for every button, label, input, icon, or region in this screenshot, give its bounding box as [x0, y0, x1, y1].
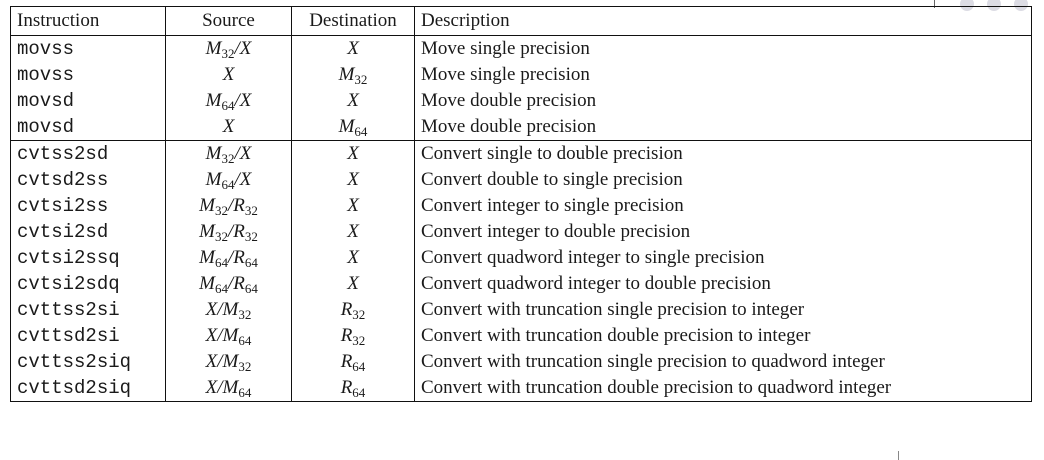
description-cell: Convert with truncation double precision…	[414, 323, 1032, 349]
source-cell: X/M32	[165, 349, 292, 375]
header-row: Instruction Source Destination Descripti…	[10, 6, 1032, 36]
decorative-dot	[1014, 0, 1028, 11]
instruction-cell: movss	[10, 35, 166, 62]
source-cell: X	[165, 62, 292, 88]
destination-cell: R32	[291, 323, 415, 349]
destination-cell: R32	[291, 297, 415, 323]
bottom-edge-tick	[898, 451, 899, 460]
header-description: Description	[414, 6, 1032, 36]
table-row: cvttsd2si X/M64 R32 Convert with truncation…	[10, 323, 1032, 349]
destination-cell: X	[291, 35, 415, 62]
instruction-cell: cvttsd2siq	[10, 375, 166, 402]
destination-cell: X	[291, 219, 415, 245]
source-cell: X	[165, 114, 292, 141]
instruction-cell: cvtsi2ss	[10, 193, 166, 219]
table-row: cvtsi2sdq M64/R64 X Convert quadword intege…	[10, 271, 1032, 297]
destination-cell: X	[291, 271, 415, 297]
instruction-cell: cvttsd2si	[10, 323, 166, 349]
instruction-cell: cvtsd2ss	[10, 167, 166, 193]
table-row: cvtsd2ss M64/X X Convert double to single p…	[10, 167, 1032, 193]
description-cell: Convert quadword integer to single preci…	[414, 245, 1032, 271]
table-row: cvtsi2ssq M64/R64 X Convert quadword intege…	[10, 245, 1032, 271]
source-cell: M64/X	[165, 167, 292, 193]
instruction-table: Instruction Source Destination Descripti…	[10, 6, 1032, 402]
destination-cell: X	[291, 193, 415, 219]
instruction-cell: movss	[10, 62, 166, 88]
destination-cell: X	[291, 245, 415, 271]
destination-cell: M32	[291, 62, 415, 88]
destination-cell: M64	[291, 114, 415, 141]
instruction-cell: movsd	[10, 114, 166, 141]
source-cell: M64/R64	[165, 271, 292, 297]
header-source: Source	[165, 6, 292, 36]
description-cell: Convert with truncation single precision…	[414, 349, 1032, 375]
table-body: movss M32/X X Move single precision movss X M3…	[10, 35, 1032, 402]
table-row: cvttss2si X/M32 R32 Convert with truncation…	[10, 297, 1032, 323]
destination-cell: R64	[291, 375, 415, 402]
instruction-cell: cvtsi2sd	[10, 219, 166, 245]
table-row: cvtsi2ss M32/R32 X Convert integer to singl…	[10, 193, 1032, 219]
header-destination: Destination	[291, 6, 415, 36]
source-cell: M32/R32	[165, 219, 292, 245]
table-row: cvtss2sd M32/X X Convert single to double p…	[10, 140, 1032, 167]
instruction-cell: cvtss2sd	[10, 140, 166, 167]
description-cell: Convert with truncation single precision…	[414, 297, 1032, 323]
source-cell: M32/X	[165, 140, 292, 167]
description-cell: Convert with truncation double precision…	[414, 375, 1032, 402]
description-cell: Convert quadword integer to double preci…	[414, 271, 1032, 297]
table-row: cvtsi2sd M32/R32 X Convert integer to doubl…	[10, 219, 1032, 245]
source-cell: X/M64	[165, 375, 292, 402]
top-edge-line	[934, 0, 935, 8]
source-cell: M64/X	[165, 88, 292, 114]
table-row: movss M32/X X Move single precision	[10, 35, 1032, 62]
source-cell: M32/X	[165, 35, 292, 62]
instruction-cell: movsd	[10, 88, 166, 114]
description-cell: Move double precision	[414, 114, 1032, 141]
description-cell: Convert integer to double precision	[414, 219, 1032, 245]
source-cell: X/M32	[165, 297, 292, 323]
description-cell: Convert integer to single precision	[414, 193, 1032, 219]
description-cell: Move single precision	[414, 35, 1032, 62]
table-row: movss X M32 Move single precision	[10, 62, 1032, 88]
description-cell: Convert single to double precision	[414, 140, 1032, 167]
table-row: cvttsd2siq X/M64 R64 Convert with truncatio…	[10, 375, 1032, 402]
destination-cell: X	[291, 88, 415, 114]
source-cell: M32/R32	[165, 193, 292, 219]
instruction-cell: cvtsi2ssq	[10, 245, 166, 271]
header-instruction: Instruction	[10, 6, 166, 36]
source-cell: X/M64	[165, 323, 292, 349]
source-cell: M64/R64	[165, 245, 292, 271]
decorative-dot	[960, 0, 974, 11]
instruction-cell: cvttss2si	[10, 297, 166, 323]
description-cell: Move double precision	[414, 88, 1032, 114]
table-row: cvttss2siq X/M32 R64 Convert with truncatio…	[10, 349, 1032, 375]
destination-cell: X	[291, 140, 415, 167]
table-row: movsd M64/X X Move double precision	[10, 88, 1032, 114]
description-cell: Move single precision	[414, 62, 1032, 88]
instruction-cell: cvttss2siq	[10, 349, 166, 375]
decorative-dot	[987, 0, 1001, 11]
instruction-cell: cvtsi2sdq	[10, 271, 166, 297]
destination-cell: X	[291, 167, 415, 193]
table-row: movsd X M64 Move double precision	[10, 114, 1032, 141]
description-cell: Convert double to single precision	[414, 167, 1032, 193]
destination-cell: R64	[291, 349, 415, 375]
